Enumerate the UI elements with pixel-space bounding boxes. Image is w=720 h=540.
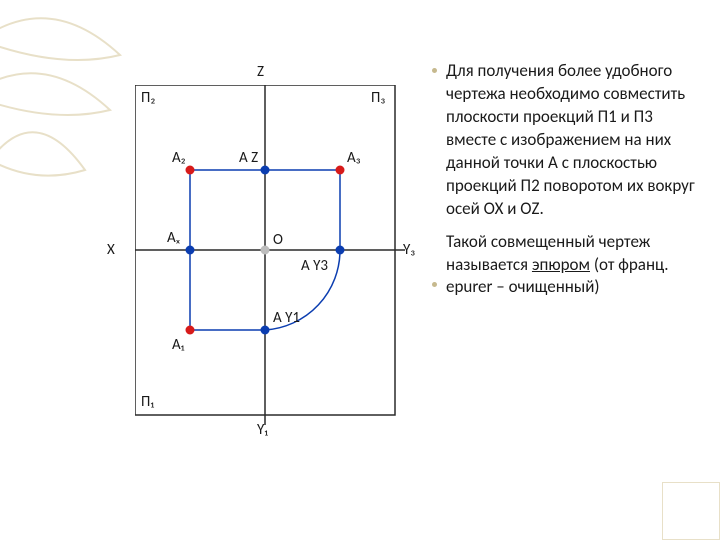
epure-diagram: Z X Y₃ Y₁ O П₂ П₃ П₁ A₂ A Z A₃ Aₓ A Y3 A… <box>135 85 415 445</box>
point-AY1 <box>261 326 270 335</box>
point-A3 <box>336 166 345 175</box>
label-A2: A₂ <box>172 149 186 167</box>
label-AX: Aₓ <box>167 229 180 247</box>
label-AZ: A Z <box>239 149 258 167</box>
label-P1: П₁ <box>141 393 154 411</box>
body-text-block: Для получения более удобного чертежа нео… <box>446 60 701 309</box>
label-AY3: A Y3 <box>301 257 328 275</box>
label-A3: A₃ <box>347 149 361 167</box>
point-O <box>261 246 270 255</box>
label-A1: A₁ <box>172 336 184 354</box>
label-Y3: Y₃ <box>403 241 415 259</box>
label-Y1: Y₁ <box>257 421 268 439</box>
point-AZ <box>261 166 270 175</box>
point-A1 <box>186 326 195 335</box>
paragraph-1: Для получения более удобного чертежа нео… <box>446 60 701 221</box>
label-Z: Z <box>257 63 264 81</box>
label-P3: П₃ <box>371 89 385 107</box>
bullet-1 <box>432 68 437 73</box>
label-AY1: A Y1 <box>273 309 300 327</box>
bullet-2 <box>432 282 437 287</box>
point-AY3 <box>336 246 345 255</box>
paragraph-2: Такой совмещенный чертеж называется эпюр… <box>446 231 701 300</box>
label-O: O <box>273 231 283 249</box>
label-P2: П₂ <box>141 89 155 107</box>
point-A2 <box>186 166 195 175</box>
decorative-corner-box <box>662 482 720 540</box>
label-X: X <box>107 241 115 259</box>
point-AX <box>186 246 195 255</box>
